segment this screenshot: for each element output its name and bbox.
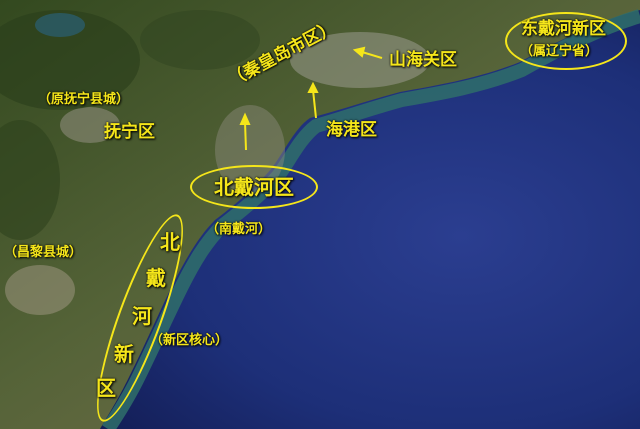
funing-label: 抚宁区 — [104, 122, 155, 142]
coastal-water — [102, 9, 640, 429]
dongdaihe-ring — [505, 12, 627, 70]
mountain-area — [140, 10, 260, 70]
arrow-head — [352, 46, 366, 58]
beidaihe-label: 北戴河区 — [214, 175, 294, 199]
arrow-shanhaiguan — [361, 51, 383, 59]
arrow-head — [239, 112, 251, 125]
pointer-arrows — [239, 46, 383, 151]
beidaihe-ring — [190, 165, 318, 209]
mountain-area — [0, 10, 140, 110]
new-area-char: 区 — [96, 376, 116, 400]
nandaihe-label: （南戴河） — [206, 222, 272, 237]
urban-area — [290, 32, 430, 88]
urban-area — [60, 107, 120, 143]
reservoir — [35, 13, 85, 37]
yuanfuning-label: （原抚宁县城） — [38, 92, 130, 107]
new-area-char: 新 — [114, 342, 134, 366]
haigang-label: 海港区 — [326, 120, 377, 140]
arrow-head — [307, 81, 319, 93]
mountain-area — [0, 120, 60, 240]
dongdaihe-label: 东戴河新区 — [521, 19, 606, 39]
arrow-haigang — [312, 89, 317, 119]
new-area-char: 北 — [160, 230, 180, 254]
urban-area — [5, 265, 75, 315]
xinqu-hexin-label: （新区核心） — [150, 333, 229, 348]
new-area-char: 戴 — [146, 266, 166, 290]
shanhaiguan-label: 山海关区 — [389, 50, 457, 70]
arrow-beidaihe — [244, 121, 247, 151]
changli-label: （昌黎县城） — [4, 245, 83, 260]
liaoning-label: （属辽宁省） — [520, 44, 599, 59]
new-area-char: 河 — [132, 304, 152, 328]
